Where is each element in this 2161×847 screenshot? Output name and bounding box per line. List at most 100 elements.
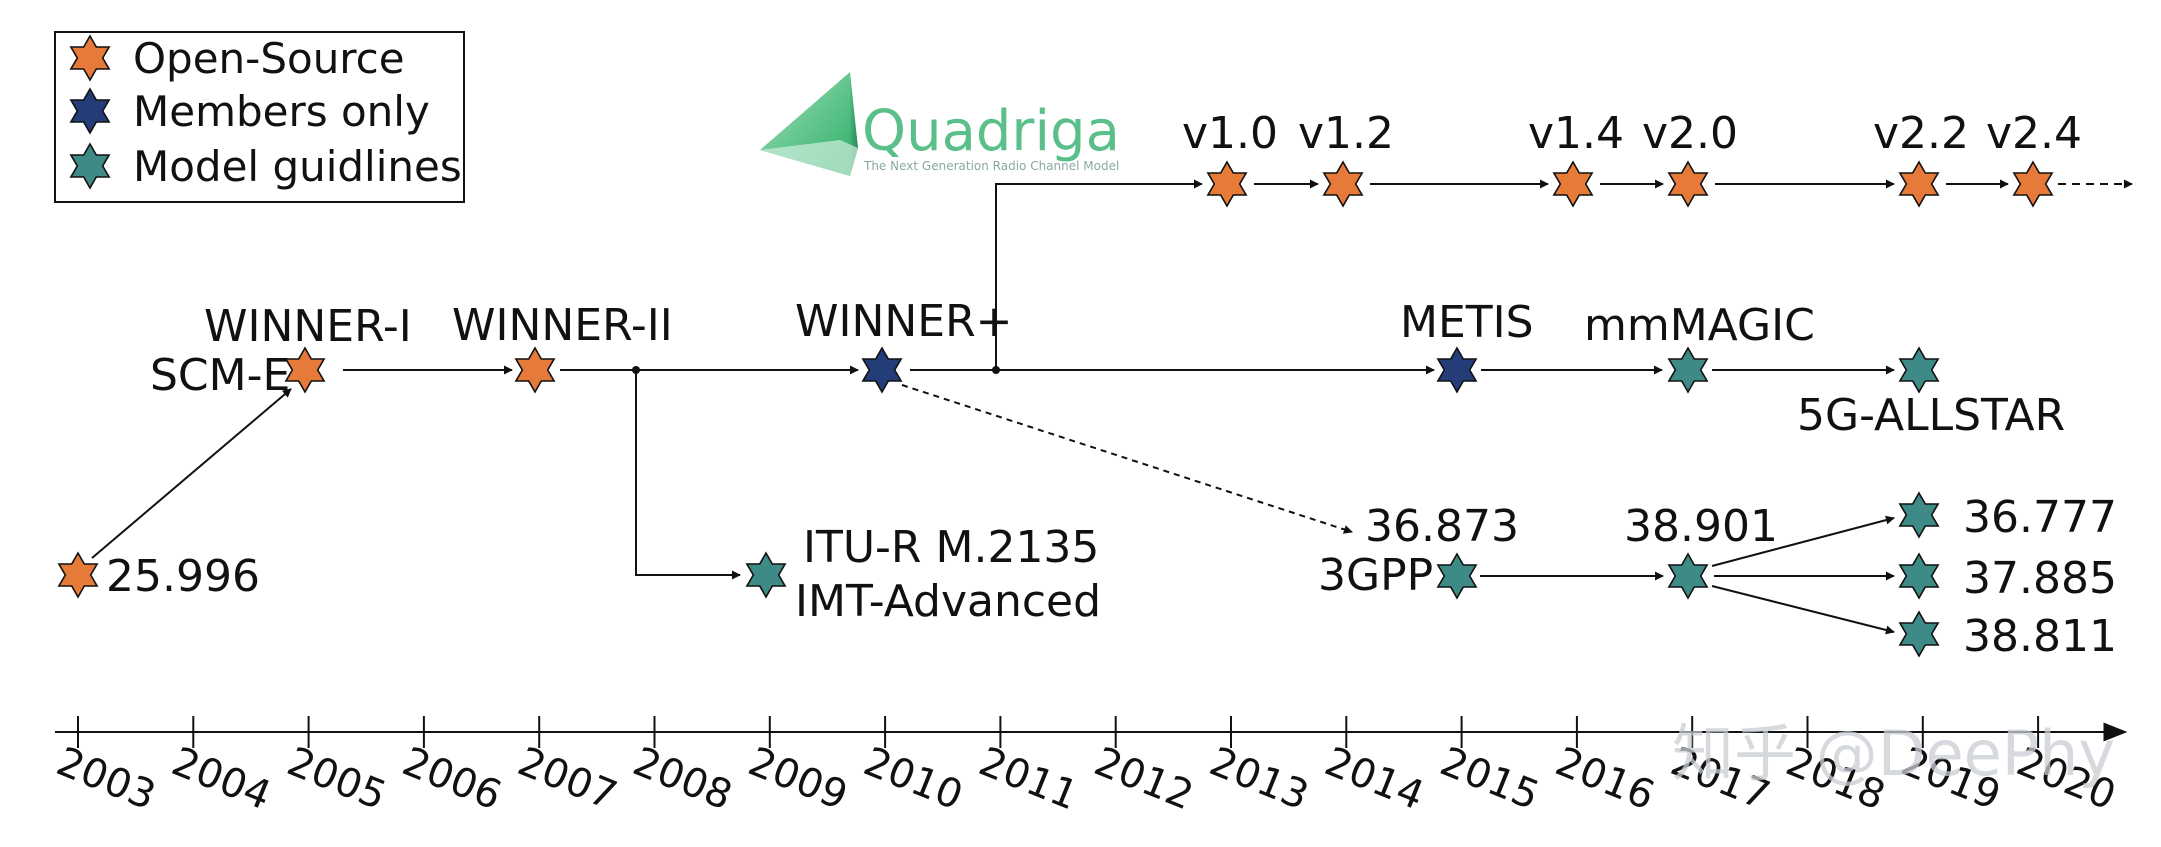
- label-itur-line1: ITU-R M.2135: [803, 522, 1099, 573]
- legend-label-open-source: Open-Source: [133, 34, 405, 83]
- label-36873: 36.873: [1365, 501, 1519, 552]
- legend-label-members-only: Members only: [133, 87, 430, 136]
- node-38901-marker: [1667, 552, 1709, 600]
- node-v10-marker: [1206, 160, 1248, 208]
- node-metis-marker: [1436, 346, 1478, 394]
- year-label: 2009: [742, 739, 854, 820]
- year-label: 2015: [1434, 739, 1546, 820]
- legend-marker-model-guidelines: [69, 142, 111, 190]
- label-mmmagic: mmMAGIC: [1584, 300, 1815, 351]
- node-v12-marker: [1322, 160, 1364, 208]
- legend-marker-members-only: [69, 87, 111, 135]
- label-v24: v2.4: [1986, 108, 2082, 159]
- quadriga-wordmark: Quadriga: [862, 99, 1120, 164]
- year-label: 2008: [627, 739, 739, 820]
- star-icon: [69, 34, 111, 82]
- arrow-38901-to-38811: [1711, 585, 1895, 635]
- node-37885-marker: [1898, 552, 1940, 600]
- star-icon: [1898, 491, 1940, 539]
- quadriga-pyramid-icon: [760, 72, 858, 176]
- label-scme: SCM-E: [150, 350, 290, 401]
- node-36777-marker: [1898, 491, 1940, 539]
- label-metis: METIS: [1400, 297, 1534, 348]
- node-itur-marker: [745, 551, 787, 599]
- star-icon: [1667, 552, 1709, 600]
- label-winnerplus: WINNER+: [795, 296, 1013, 347]
- node-v24-marker: [2012, 160, 2054, 208]
- star-icon: [1322, 160, 1364, 208]
- label-v12: v1.2: [1298, 108, 1394, 159]
- year-label: 2007: [511, 739, 623, 820]
- star-icon: [514, 346, 556, 394]
- year-label: 2003: [50, 739, 162, 820]
- node-winnerplus-marker: [861, 346, 903, 394]
- label-v10: v1.0: [1182, 108, 1278, 159]
- node-labels: 25.996 WINNER-I SCM-E WINNER-II WINNER+ …: [106, 108, 2117, 662]
- node-38811-marker: [1898, 610, 1940, 658]
- node-25996-marker: [57, 551, 99, 599]
- year-label: 2011: [973, 739, 1085, 820]
- star-icon: [69, 142, 111, 190]
- branch-dot-2008: [632, 366, 640, 374]
- label-winner2: WINNER-II: [452, 300, 673, 351]
- star-icon: [861, 346, 903, 394]
- watermark: 知乎 @DeePhy: [1672, 717, 2115, 790]
- connectors: [91, 179, 2133, 635]
- legend-label-model-guidelines: Model guidlines: [133, 142, 462, 191]
- arrow-branch-to-v10: [995, 179, 1203, 370]
- node-winner2-marker: [514, 346, 556, 394]
- label-25996: 25.996: [106, 551, 260, 602]
- label-38811: 38.811: [1963, 611, 2117, 662]
- node-v20-marker: [1667, 160, 1709, 208]
- label-38901: 38.901: [1624, 501, 1778, 552]
- label-itur-line2: IMT-Advanced: [795, 576, 1101, 627]
- star-icon: [1667, 346, 1709, 394]
- star-icon: [57, 551, 99, 599]
- star-icon: [69, 87, 111, 135]
- label-v14: v1.4: [1528, 108, 1624, 159]
- legend-marker-open-source: [69, 34, 111, 82]
- arrow-branch-to-itur: [635, 370, 741, 580]
- star-icon: [1436, 552, 1478, 600]
- label-allstar: 5G-ALLSTAR: [1797, 390, 2065, 441]
- star-icon: [1206, 160, 1248, 208]
- node-v14-marker: [1552, 160, 1594, 208]
- quadriga-tagline: The Next Generation Radio Channel Model: [863, 159, 1119, 173]
- star-icon: [284, 346, 326, 394]
- star-icon: [1898, 610, 1940, 658]
- year-label: 2010: [857, 739, 969, 820]
- node-winner1-marker: [284, 346, 326, 394]
- star-icon: [1552, 160, 1594, 208]
- arrow-winnerplus-to-36873: [901, 384, 1353, 534]
- year-label: 2016: [1549, 739, 1661, 820]
- node-mmmagic-marker: [1667, 346, 1709, 394]
- year-label: 2012: [1088, 739, 1200, 820]
- year-label: 2004: [166, 739, 278, 820]
- legend: Open-Source Members only Model guidlines: [54, 31, 465, 203]
- star-icon: [2012, 160, 2054, 208]
- star-icon: [1898, 346, 1940, 394]
- star-icon: [1898, 552, 1940, 600]
- arrow-38901-to-36777: [1711, 515, 1895, 567]
- node-3gpp-marker: [1436, 552, 1478, 600]
- legend-box: [54, 31, 465, 203]
- node-v22-marker: [1898, 160, 1940, 208]
- star-icon: [745, 551, 787, 599]
- label-3gpp: 3GPP: [1318, 550, 1433, 601]
- star-icon: [1436, 346, 1478, 394]
- star-icon: [1667, 160, 1709, 208]
- nodes: [57, 160, 2054, 658]
- label-v20: v2.0: [1642, 108, 1738, 159]
- year-label: 2013: [1203, 739, 1315, 820]
- year-label: 2006: [396, 739, 508, 820]
- year-label: 2014: [1319, 739, 1431, 820]
- label-winner1: WINNER-I: [204, 301, 412, 352]
- label-36777: 36.777: [1963, 492, 2117, 543]
- label-v22: v2.2: [1873, 108, 1969, 159]
- arrow-25996-to-winner1: [91, 388, 292, 559]
- label-37885: 37.885: [1963, 553, 2117, 604]
- quadriga-logo: Quadriga The Next Generation Radio Chann…: [760, 72, 1120, 176]
- year-label: 2005: [281, 739, 393, 820]
- node-allstar-marker: [1898, 346, 1940, 394]
